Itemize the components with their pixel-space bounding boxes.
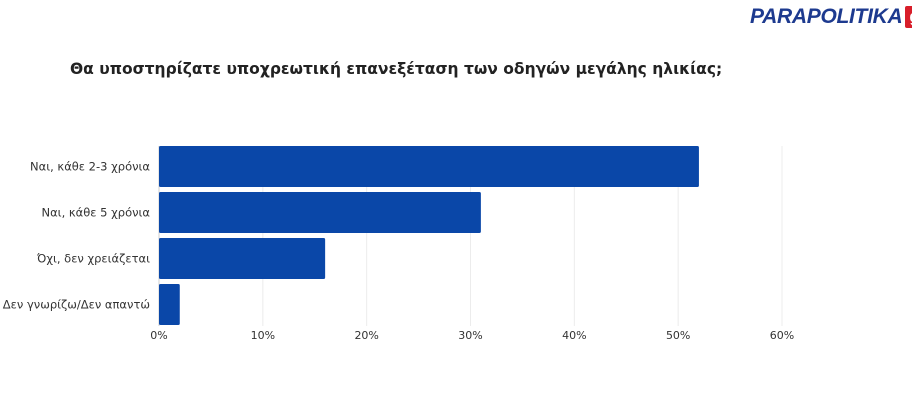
brand-logo: PARAPOLITIKA gr — [750, 4, 912, 30]
x-tick-label: 50% — [666, 329, 690, 342]
x-tick-label: 60% — [770, 329, 794, 342]
bar — [159, 238, 326, 279]
brand-badge: gr — [905, 6, 912, 28]
x-tick-label: 20% — [354, 329, 378, 342]
bar — [159, 192, 481, 233]
x-tick-label: 40% — [562, 329, 586, 342]
category-label: Όχι, δεν χρειάζεται — [36, 252, 150, 266]
x-tick-label: 30% — [458, 329, 482, 342]
x-tick-label: 0% — [150, 329, 167, 342]
x-tick-label: 10% — [251, 329, 275, 342]
category-label: Ναι, κάθε 2-3 χρόνια — [30, 160, 150, 174]
category-label: Δεν γνωρίζω/Δεν απαντώ — [3, 298, 150, 312]
bar — [159, 146, 699, 187]
category-label: Ναι, κάθε 5 χρόνια — [42, 206, 151, 220]
chart-title: Θα υποστηρίζατε υποχρεωτική επανεξέταση … — [70, 60, 723, 78]
brand-name: PARAPOLITIKA — [750, 5, 903, 28]
bar — [159, 284, 180, 325]
